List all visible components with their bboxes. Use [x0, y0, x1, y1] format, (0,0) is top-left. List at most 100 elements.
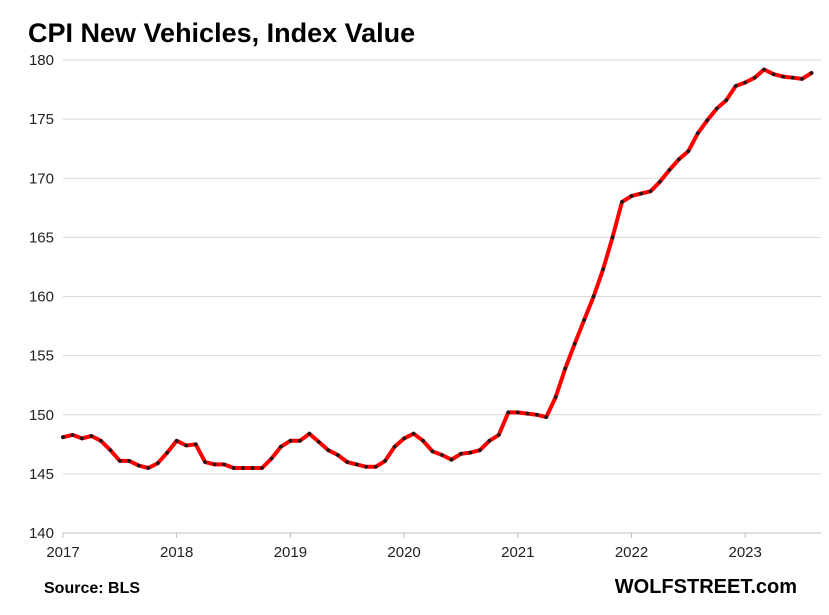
- data-point: [165, 450, 170, 455]
- data-point: [316, 440, 321, 444]
- x-tick-label: 2021: [501, 544, 534, 561]
- data-point: [89, 434, 94, 438]
- data-point: [733, 84, 738, 88]
- data-point: [544, 415, 549, 419]
- data-point: [99, 438, 103, 443]
- brand-watermark: WOLFSTREET.com: [615, 576, 797, 598]
- data-point: [146, 466, 151, 470]
- data-point: [781, 74, 785, 79]
- x-tick-label: 2018: [160, 544, 193, 561]
- series: [61, 67, 814, 470]
- data-point: [345, 460, 350, 464]
- data-point: [506, 410, 511, 415]
- data-point: [610, 235, 615, 240]
- data-point: [790, 75, 795, 80]
- data-point: [525, 411, 530, 416]
- data-point: [383, 459, 387, 463]
- data-point: [430, 449, 435, 454]
- data-point: [411, 431, 416, 436]
- data-point: [800, 77, 804, 81]
- data-point: [108, 448, 113, 453]
- data-point: [771, 72, 776, 77]
- data-point: [601, 267, 605, 272]
- data-point: [203, 460, 208, 464]
- data-point: [127, 459, 132, 463]
- data-point: [174, 438, 179, 443]
- data-point: [279, 444, 283, 449]
- y-tick-label: 160: [29, 289, 54, 306]
- data-point: [705, 118, 710, 123]
- x-tick-label: 2017: [46, 544, 79, 561]
- data-point: [402, 436, 406, 441]
- y-tick-label: 180: [29, 52, 54, 69]
- data-point: [724, 98, 729, 103]
- data-point: [591, 294, 596, 299]
- data-point: [809, 71, 814, 75]
- data-point: [80, 436, 84, 441]
- data-point: [61, 435, 65, 440]
- data-point: [117, 459, 122, 463]
- data-point: [629, 194, 634, 198]
- y-tick-label: 145: [29, 466, 54, 483]
- data-point: [572, 341, 577, 346]
- data-point: [762, 67, 766, 72]
- y-tick-label: 165: [29, 229, 54, 246]
- x-axis: 2017 2018 2019 2020 2021 2022 2023: [46, 533, 762, 561]
- data-point: [686, 149, 691, 154]
- y-axis: 140 145 150 155 160 165 170 175 180: [29, 52, 54, 542]
- data-point: [307, 431, 312, 436]
- data-point: [421, 438, 425, 443]
- x-tick-label: 2020: [387, 544, 420, 561]
- data-point: [695, 131, 700, 136]
- x-tick-label: 2023: [729, 544, 762, 561]
- data-point: [468, 450, 473, 455]
- data-point: [478, 448, 482, 453]
- data-point: [752, 75, 757, 80]
- data-point: [534, 412, 539, 417]
- y-tick-label: 175: [29, 111, 54, 128]
- data-point: [553, 395, 558, 399]
- data-point: [743, 80, 748, 85]
- data-point: [515, 410, 520, 415]
- data-point: [620, 200, 624, 204]
- data-point: [496, 433, 501, 437]
- data-point: [241, 466, 245, 470]
- chart-title: CPI New Vehicles, Index Value: [28, 18, 415, 48]
- data-point: [136, 463, 141, 468]
- data-point: [563, 366, 568, 371]
- data-point: [373, 464, 378, 469]
- data-point: [487, 438, 492, 443]
- data-point: [440, 453, 444, 457]
- y-tick-label: 150: [29, 407, 54, 424]
- data-point: [392, 444, 397, 449]
- data-point: [639, 191, 643, 196]
- data-point: [459, 451, 463, 456]
- data-point: [449, 457, 454, 462]
- data-point: [298, 438, 302, 443]
- data-point: [222, 462, 227, 467]
- y-tick-label: 170: [29, 170, 54, 187]
- data-point: [658, 179, 662, 184]
- data-point: [250, 466, 255, 470]
- data-point: [260, 466, 264, 470]
- data-point: [364, 464, 369, 469]
- data-point: [677, 157, 681, 162]
- data-point: [326, 448, 331, 453]
- data-point: [648, 189, 653, 194]
- y-tick-label: 140: [29, 525, 54, 542]
- x-tick-label: 2019: [274, 544, 307, 561]
- y-tick-label: 155: [29, 348, 54, 365]
- data-point: [193, 442, 198, 447]
- series-line: [61, 67, 814, 470]
- data-point: [155, 461, 160, 466]
- source-note: Source: BLS: [44, 580, 140, 597]
- data-point: [184, 443, 189, 448]
- data-point: [212, 462, 217, 467]
- data-point: [354, 462, 359, 467]
- data-point: [70, 433, 75, 437]
- data-point: [582, 318, 586, 322]
- data-point: [335, 453, 340, 457]
- grid: [63, 59, 821, 534]
- data-point: [714, 106, 719, 111]
